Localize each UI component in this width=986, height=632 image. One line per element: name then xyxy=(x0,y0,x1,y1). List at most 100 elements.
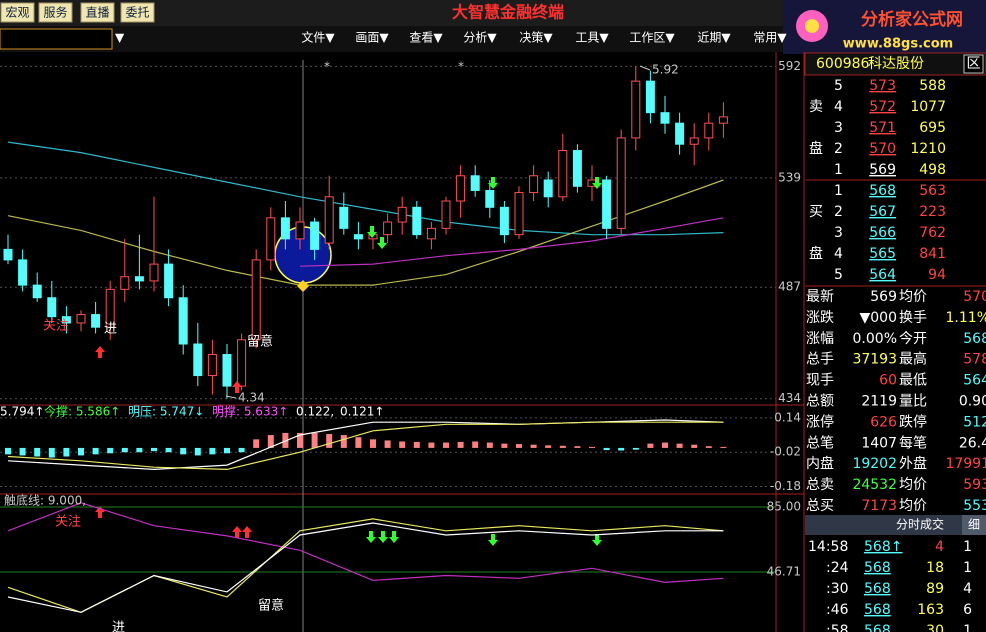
indicator-line xyxy=(7,421,724,471)
stat-label: 涨停 xyxy=(806,413,834,430)
sell-arrow xyxy=(389,531,399,543)
trades-tab[interactable] xyxy=(962,515,986,535)
book-level: 5 xyxy=(834,267,843,283)
close-button-label[interactable]: 区 xyxy=(967,56,981,72)
toolbar-button-label[interactable]: 直播 xyxy=(85,6,109,20)
stat-label: 量比 xyxy=(899,394,927,410)
stat-value: 26.4 xyxy=(959,435,986,451)
menu-item[interactable]: 近期▼ xyxy=(697,31,731,45)
candle-body xyxy=(105,288,115,328)
book-price[interactable]: 565 xyxy=(869,246,896,262)
high-pointer xyxy=(639,65,651,71)
book-price[interactable]: 564 xyxy=(869,267,896,283)
menu-item[interactable]: 决策▼ xyxy=(519,31,553,45)
stat-value: 568 xyxy=(963,331,986,347)
menu-item[interactable]: 画面▼ xyxy=(355,31,389,45)
macd-bar xyxy=(399,441,406,448)
candle-body xyxy=(266,217,276,261)
candle-body xyxy=(602,179,612,229)
buy-arrow xyxy=(232,526,242,538)
candle-body xyxy=(499,206,509,236)
toolbar-button-label[interactable]: 宏观 xyxy=(5,5,29,20)
macd-bar xyxy=(472,441,479,448)
close-button[interactable] xyxy=(963,54,984,74)
candle-body xyxy=(91,314,101,328)
sell-arrow xyxy=(488,534,498,546)
y-tick-label: 46.71 xyxy=(767,565,801,579)
candle-body xyxy=(631,80,641,139)
macd-bar xyxy=(705,446,712,448)
macd-bar xyxy=(78,447,84,456)
book-price[interactable]: 568 xyxy=(869,183,896,199)
y-tick-label: 434 xyxy=(778,391,801,405)
book-volume: 588 xyxy=(919,78,946,94)
stat-label: 均价 xyxy=(899,289,927,305)
book-label: 卖 xyxy=(809,99,823,115)
indicator-line xyxy=(7,419,724,471)
book-level: 5 xyxy=(834,78,843,94)
stock-input[interactable] xyxy=(0,28,113,50)
stat-label: 最高 xyxy=(899,351,927,368)
trade-time: :58 xyxy=(826,623,849,632)
buy-arrow xyxy=(95,346,105,358)
candle-body xyxy=(178,297,188,345)
candle-body xyxy=(529,175,539,194)
menu-item[interactable]: 查看▼ xyxy=(409,31,443,45)
book-price[interactable]: 573 xyxy=(869,78,896,94)
candle-body xyxy=(324,196,334,244)
stat-value: 593 xyxy=(963,477,986,493)
macd-bar xyxy=(63,447,70,457)
trades-tab-label[interactable]: 细 xyxy=(968,518,980,532)
stat-value: ▼000 xyxy=(860,310,898,326)
stat-value: 0.90 xyxy=(959,394,986,410)
candle-body xyxy=(456,175,466,202)
book-price[interactable]: 571 xyxy=(869,120,896,136)
menu-item[interactable]: 常用▼ xyxy=(753,31,787,45)
book-level: 4 xyxy=(834,99,843,115)
book-volume: 563 xyxy=(919,183,946,199)
book-price[interactable]: 572 xyxy=(869,99,896,115)
stock-name: 科达股份 xyxy=(868,56,924,72)
indicator-line xyxy=(7,518,724,613)
menu-item[interactable]: 分析▼ xyxy=(463,31,497,45)
book-volume: 695 xyxy=(919,120,946,136)
macd-bar xyxy=(691,444,698,448)
menu-item[interactable]: 工具▼ xyxy=(575,31,609,45)
candle-body xyxy=(660,112,670,124)
trade-volume: 163 xyxy=(917,602,944,618)
candle-body xyxy=(718,116,728,124)
macd-bar xyxy=(165,447,172,453)
macd-bar xyxy=(530,444,537,448)
y-tick-label: 539 xyxy=(778,170,801,184)
macd-bar xyxy=(326,433,333,448)
indicator-legend: 0.121↑ xyxy=(340,405,384,419)
toolbar-button-label[interactable]: 服务 xyxy=(43,5,67,20)
book-label: 买 xyxy=(809,204,823,220)
toolbar-button[interactable] xyxy=(80,2,115,23)
menu-item[interactable]: 工作区▼ xyxy=(629,31,675,45)
book-price[interactable]: 566 xyxy=(869,225,896,241)
book-price[interactable]: 570 xyxy=(869,141,896,157)
y-tick-label: 592 xyxy=(778,59,801,73)
stat-label: 总买 xyxy=(806,498,834,514)
book-price[interactable]: 569 xyxy=(869,162,896,178)
input-arrow[interactable]: ▼ xyxy=(115,31,125,45)
toolbar-button[interactable] xyxy=(38,2,73,23)
trade-price: 568 xyxy=(864,623,891,632)
book-volume: 1077 xyxy=(910,99,946,115)
book-price[interactable]: 567 xyxy=(869,204,896,220)
signal-label: 进 xyxy=(104,322,117,337)
toolbar-button[interactable] xyxy=(0,2,35,23)
toolbar-button-label[interactable]: 委托 xyxy=(125,6,149,20)
macd-bar xyxy=(92,447,99,455)
stat-value: 569 xyxy=(870,289,897,305)
sell-arrow xyxy=(377,237,387,249)
toolbar-button[interactable] xyxy=(120,2,155,23)
sell-arrow xyxy=(592,534,602,546)
stat-label: 总手 xyxy=(806,352,834,368)
macd-bar xyxy=(443,442,449,448)
macd-bar xyxy=(384,440,391,448)
stat-value: 1.11% xyxy=(946,310,986,326)
menu-item[interactable]: 文件▼ xyxy=(301,30,335,45)
